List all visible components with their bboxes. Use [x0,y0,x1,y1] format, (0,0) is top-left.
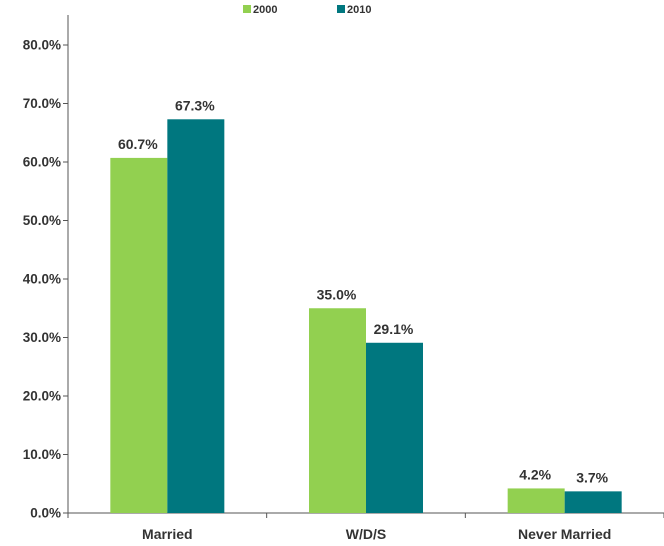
x-tick-label: W/D/S [346,526,386,542]
y-axis: 0.0% 10.0% 20.0% 30.0% 40.0% 50.0% 60.0% 70.0% 8… [23,15,69,521]
data-label: 4.2% [519,466,551,482]
bar-2010-2 [564,491,622,513]
bar-2000-2 [507,488,565,513]
legend-item-2010: 2010 [337,4,371,16]
y-tick-label: 60.0% [23,155,61,170]
y-tick-label: 20.0% [23,389,61,404]
bar-2010-0 [167,119,225,514]
y-tick-label: 30.0% [23,330,61,345]
x-axis: Married W/D/S Never Married [67,512,664,542]
y-tick-label: 80.0% [23,38,61,53]
data-labels: 60.7% 67.3% 35.0% 29.1% 4.2% 3.7% [118,97,609,485]
legend-label-2010: 2010 [347,4,372,16]
y-tick-label: 70.0% [23,96,61,111]
data-label: 3.7% [576,469,608,485]
data-label: 67.3% [175,97,215,113]
y-tick-label: 50.0% [23,213,61,228]
data-label: 29.1% [374,321,414,337]
x-tick-label: Married [142,526,193,542]
legend-item-2000: 2000 [243,4,277,16]
legend-label-2000: 2000 [253,4,278,16]
data-label: 60.7% [118,136,158,152]
legend-swatch-2010 [337,5,345,13]
chart-legend: 2000 2010 [0,4,664,18]
x-tick-label: Never Married [518,526,611,542]
data-label: 35.0% [317,286,357,302]
bar-2010-1 [366,342,423,513]
y-tick-label: 10.0% [23,447,61,462]
bars [110,119,622,514]
bar-2000-1 [309,308,366,513]
y-tick-label: 40.0% [23,272,61,287]
bar-2000-0 [110,157,168,513]
y-tick-label: 0.0% [30,506,61,521]
legend-swatch-2000 [243,5,251,13]
